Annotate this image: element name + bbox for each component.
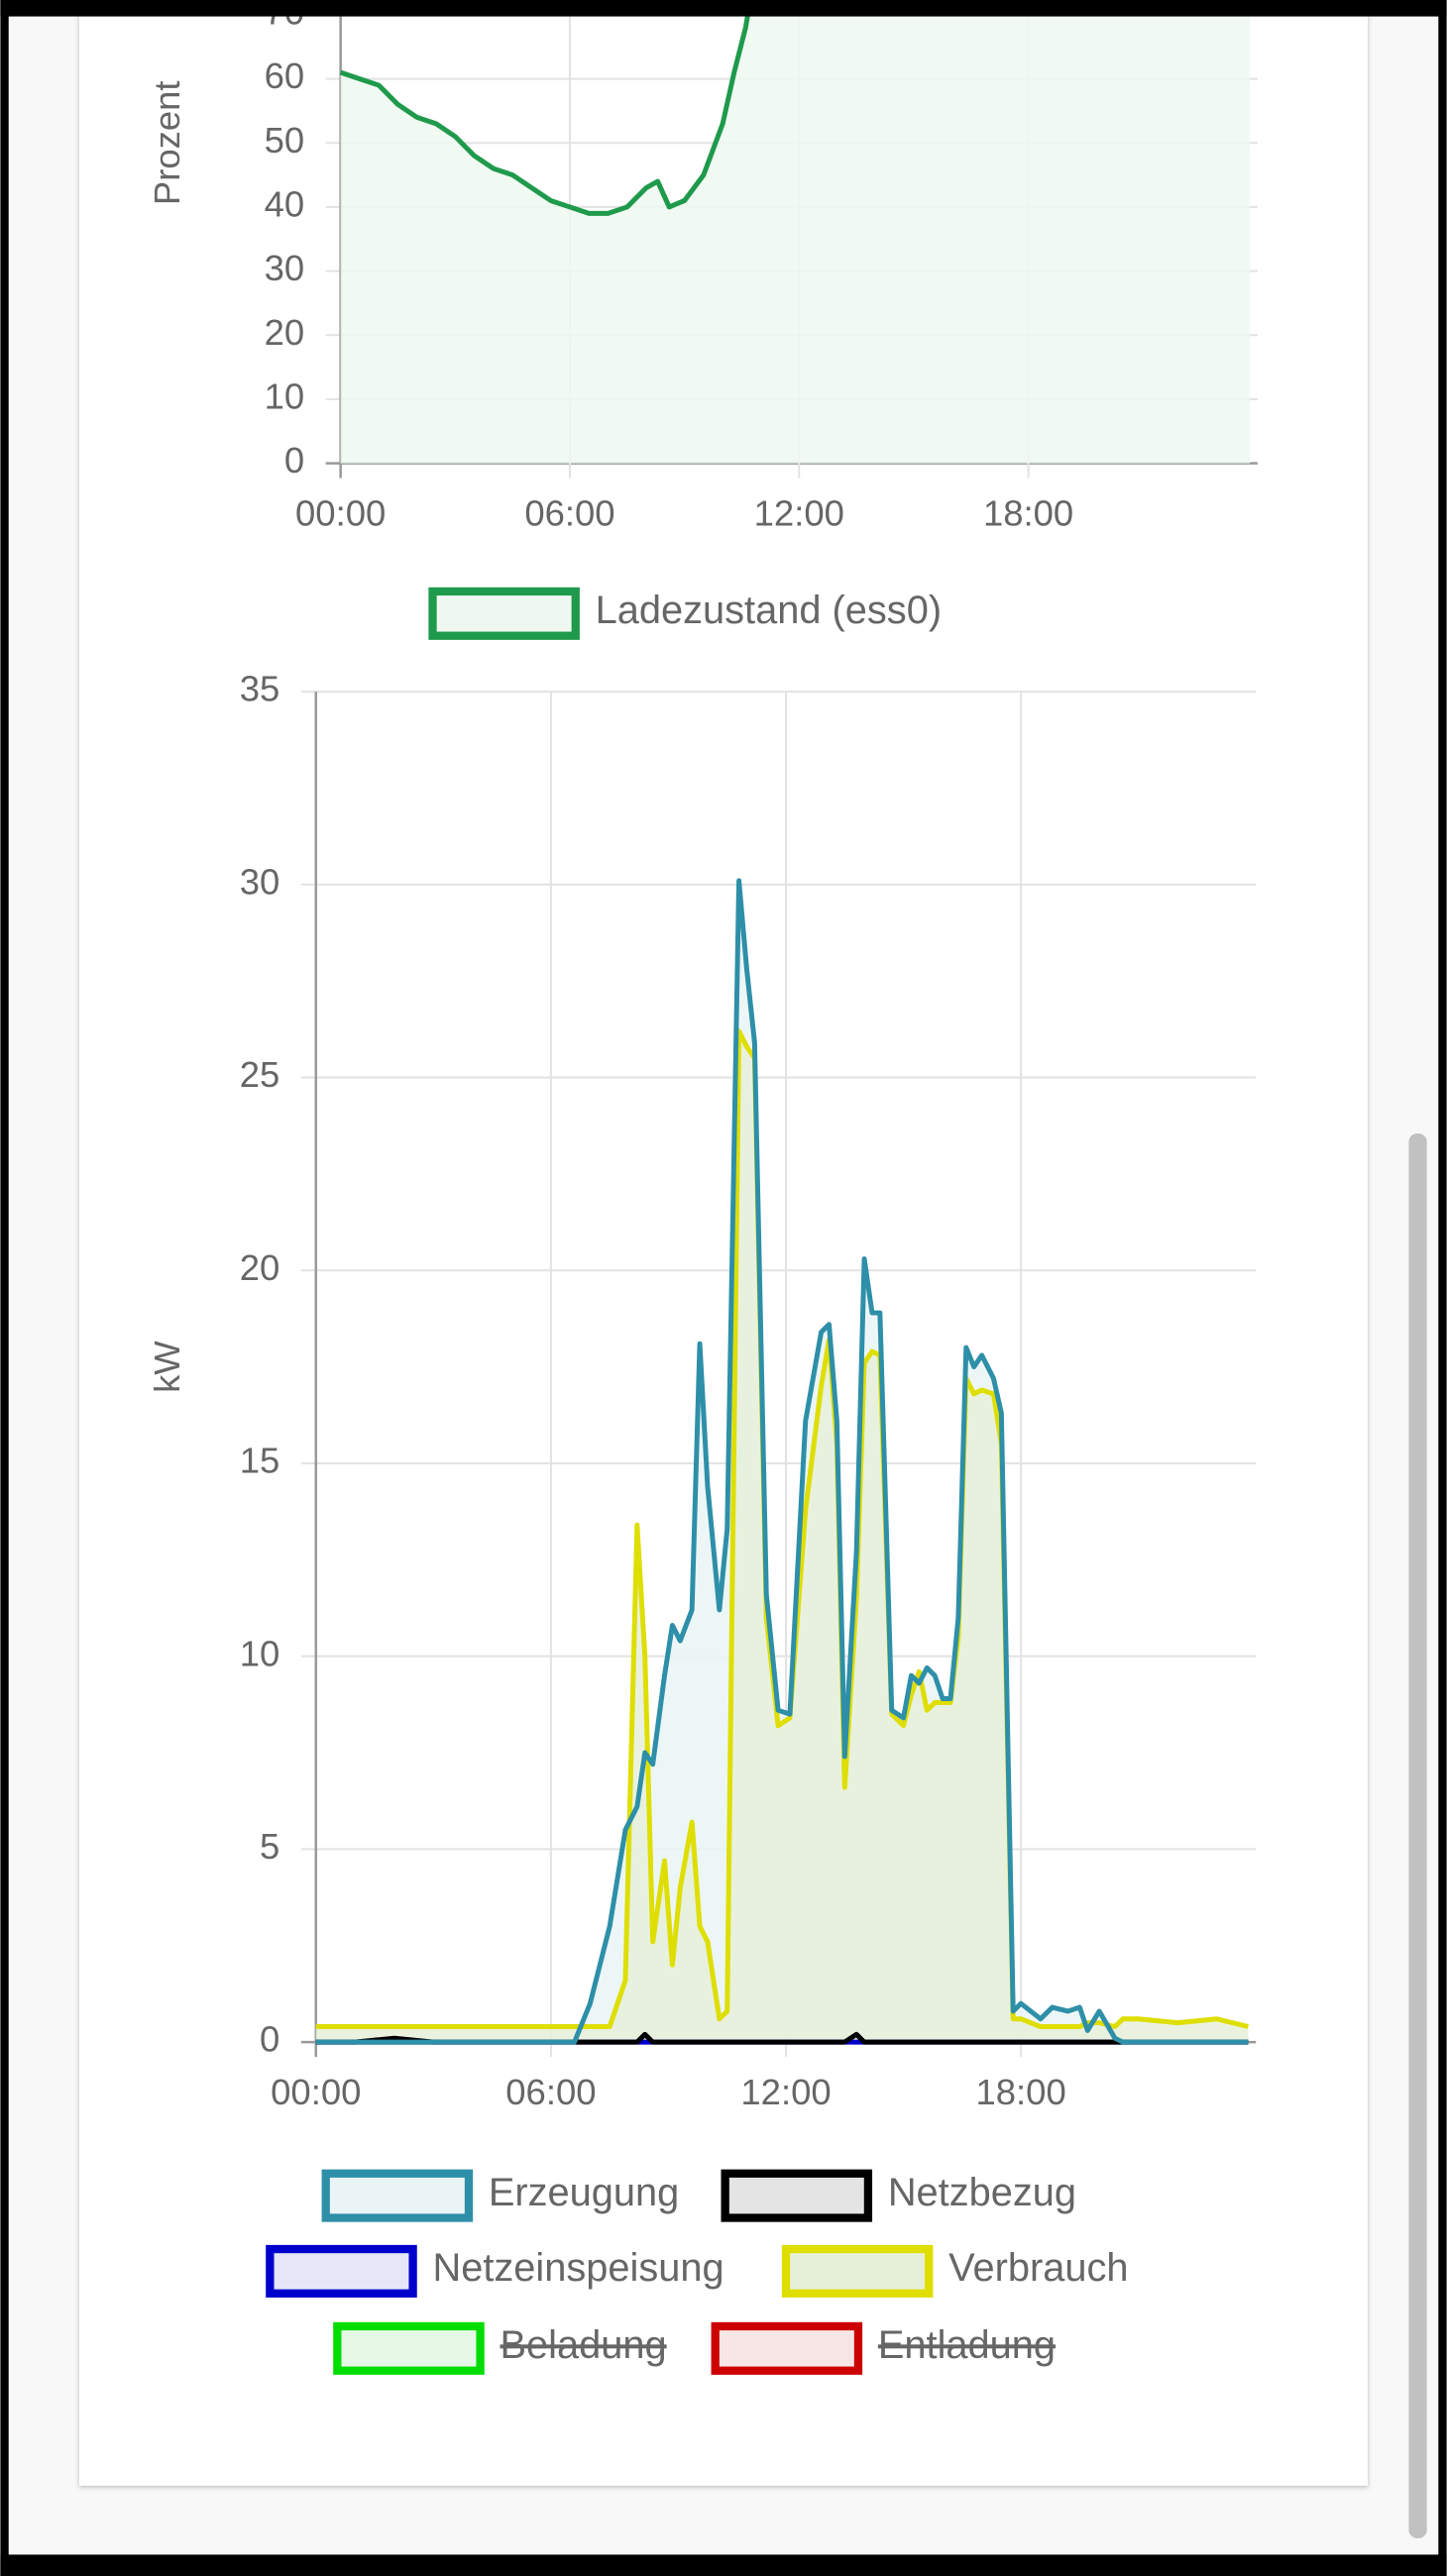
legend-swatch xyxy=(321,2169,474,2222)
y-tick-label: 0 xyxy=(260,2019,279,2060)
y-tick-label: 35 xyxy=(240,669,280,709)
line xyxy=(315,2031,1249,2045)
y-tick-label: 20 xyxy=(265,312,305,353)
x-tick-label: 18:00 xyxy=(975,2072,1065,2112)
x-tick-label: 06:00 xyxy=(505,2072,596,2112)
legend-swatch xyxy=(428,587,580,640)
y-tick-label: 50 xyxy=(265,120,305,161)
y-tick-label: 5 xyxy=(260,1826,279,1867)
y-tick-label: 15 xyxy=(240,1441,280,1481)
frame-bottom xyxy=(0,2554,1447,2576)
y-tick-label: 30 xyxy=(240,861,280,902)
legend-label: Erzeugung xyxy=(489,2171,679,2214)
scrollbar[interactable] xyxy=(1408,1133,1427,2538)
legend-label: Netzbezug xyxy=(888,2171,1076,2214)
line xyxy=(315,1028,1249,2030)
legend-label: Beladung xyxy=(500,2323,666,2367)
y-tick-label: 60 xyxy=(265,55,305,96)
line xyxy=(339,0,753,216)
legend-label: Ladezustand (ess0) xyxy=(596,589,942,632)
legend-swatch xyxy=(266,2244,417,2298)
legend-label: Entladung xyxy=(878,2323,1056,2367)
y-tick-label: 25 xyxy=(240,1054,280,1095)
x-tick-label: 18:00 xyxy=(983,492,1073,533)
legend-label: Verbrauch xyxy=(948,2246,1128,2290)
legend-swatch xyxy=(721,2169,873,2222)
x-tick-label: 00:00 xyxy=(271,2072,361,2112)
x-tick-label: 06:00 xyxy=(524,492,614,533)
frame-left xyxy=(0,0,9,2576)
area xyxy=(340,0,1251,464)
y-tick-label: 0 xyxy=(284,440,304,481)
y-tick-label: 30 xyxy=(265,248,305,288)
x-tick-label: 12:00 xyxy=(754,492,844,533)
line xyxy=(315,878,1249,2045)
y-axis-label: kW xyxy=(147,1341,187,1393)
legend-swatch xyxy=(333,2321,485,2375)
y-tick-label: 20 xyxy=(240,1247,280,1288)
y-axis-label: Prozent xyxy=(147,80,187,205)
frame-top xyxy=(0,0,1447,17)
x-tick-label: 00:00 xyxy=(295,492,386,533)
y-tick-label: 10 xyxy=(265,376,305,417)
x-tick-label: 12:00 xyxy=(740,2072,831,2112)
y-tick-label: 40 xyxy=(265,184,305,225)
charts: 01020304050607000:0006:0012:0018:00Proze… xyxy=(147,0,1258,2375)
area xyxy=(315,1030,1249,2043)
y-tick-label: 10 xyxy=(240,1633,280,1673)
frame-right xyxy=(1438,0,1447,2576)
legend-swatch xyxy=(711,2321,863,2375)
legend-label: Netzeinspeisung xyxy=(433,2246,724,2290)
legend-swatch xyxy=(781,2244,934,2298)
